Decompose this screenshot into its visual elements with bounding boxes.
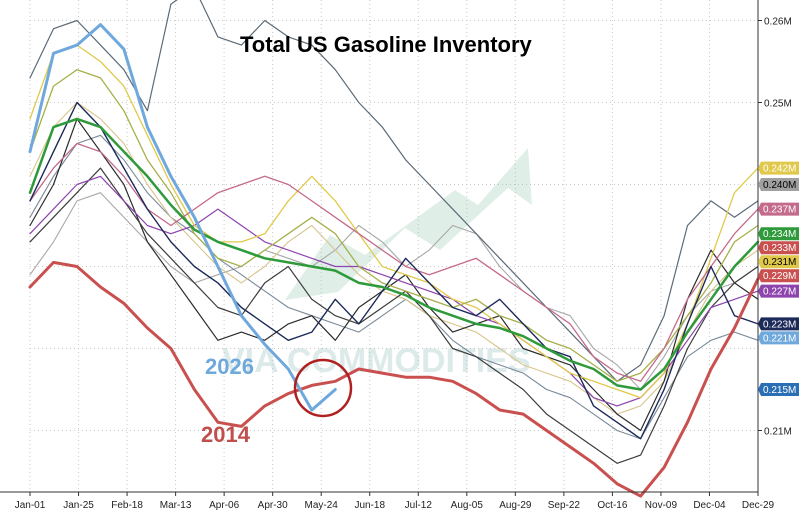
value-tag: 0.234M [758, 227, 799, 241]
value-tag-bg [758, 269, 799, 283]
value-tag: 0.215M [758, 383, 799, 396]
series-line-yellow [29, 44, 759, 399]
value-tag-bg [758, 383, 799, 396]
annotation-2014: 2014 [201, 422, 251, 447]
series-line-purple [29, 175, 759, 407]
x-tick-label: Jan-01 [15, 500, 46, 511]
value-tag-bg [758, 317, 799, 331]
value-tag-bg [758, 331, 799, 345]
value-tag: 0.242M [758, 161, 799, 175]
y-tick-label: 0.26M [764, 17, 792, 28]
x-tick-label: Dec-29 [742, 500, 775, 511]
x-tick-label: Feb-18 [111, 500, 143, 511]
series-line-olive [29, 69, 759, 382]
series-line-navy [29, 101, 759, 440]
value-tag: 0.229M [758, 269, 799, 283]
value-tag-label: 0.233M [763, 243, 796, 254]
value-tag-label: 0.223M [763, 319, 796, 330]
value-tag: 0.223M [758, 317, 799, 331]
series-line-dark2 [29, 167, 759, 464]
chart-title: Total US Gasoline Inventory [240, 32, 533, 57]
value-tag-label: 0.221M [763, 333, 796, 344]
value-tag-label: 0.229M [763, 271, 796, 282]
x-tick-label: Mar-13 [160, 500, 192, 511]
series-line-slate [29, 134, 759, 440]
annotation-2026: 2026 [205, 354, 254, 379]
x-tick-label: Sep-22 [548, 500, 581, 511]
value-tag: 0.231M [758, 255, 799, 269]
series-line-grey_high [29, 0, 759, 382]
value-tag-bg [758, 227, 799, 241]
x-tick-label: Apr-30 [258, 500, 288, 511]
series-line-light_grey [29, 192, 759, 391]
x-tick-label: Aug-29 [499, 500, 532, 511]
series-line-dark1 [29, 118, 759, 432]
x-tick-label: Aug-05 [451, 500, 484, 511]
x-tick-label: Jan-25 [63, 500, 94, 511]
y-axis: 0.21M 0.25M 0.26M [757, 0, 792, 492]
series-line-pink [29, 142, 759, 382]
value-tag-label: 0.240M [763, 180, 796, 191]
highlight-circle [293, 358, 353, 418]
series-line-y2026 [28, 23, 337, 412]
value-tag-label: 0.237M [763, 205, 796, 216]
y-tick-label: 0.21M [764, 427, 792, 438]
value-tag-bg [758, 255, 799, 269]
value-tags: 0.242M 0.240M 0.237M 0.234M 0.233M 0.231M 0.22… [758, 161, 799, 396]
value-tag-bg [758, 284, 799, 298]
x-tick-label: Oct-16 [597, 500, 627, 511]
value-tag-label: 0.215M [763, 385, 796, 396]
value-tag: 0.237M [758, 202, 799, 216]
x-tick-label: Dec-04 [693, 500, 726, 511]
value-tag-label: 0.242M [763, 164, 796, 175]
y-tick-label: 0.25M [764, 99, 792, 110]
x-tick-label: Apr-06 [209, 500, 239, 511]
value-tag: 0.233M [758, 241, 799, 255]
x-axis: Jan-01 Jan-25 Feb-18 Mar-13 Apr-06 Apr-30 May-… [0, 491, 775, 511]
series-line-green_avg [28, 117, 760, 391]
series-line-beige [29, 101, 759, 415]
value-tag-bg [758, 161, 799, 175]
series-line-y2014 [28, 260, 760, 498]
x-tick-label: Jun-18 [354, 500, 385, 511]
value-tag-bg [758, 178, 799, 191]
series-layer [28, 0, 760, 498]
x-tick-label: Nov-09 [645, 500, 678, 511]
x-tick-label: Jul-12 [405, 500, 433, 511]
value-tag-label: 0.231M [763, 257, 796, 268]
x-tick-label: May-24 [305, 500, 339, 511]
value-tag: 0.227M [758, 284, 799, 298]
value-tag-bg [758, 202, 799, 216]
value-tag-label: 0.234M [763, 229, 796, 240]
gridlines [29, 0, 759, 492]
value-tag: 0.240M [758, 178, 799, 191]
watermark-text: VIA COMMODITIES [222, 342, 531, 380]
value-tag-label: 0.227M [763, 287, 796, 298]
value-tag: 0.221M [758, 331, 799, 345]
value-tag-bg [758, 241, 799, 255]
